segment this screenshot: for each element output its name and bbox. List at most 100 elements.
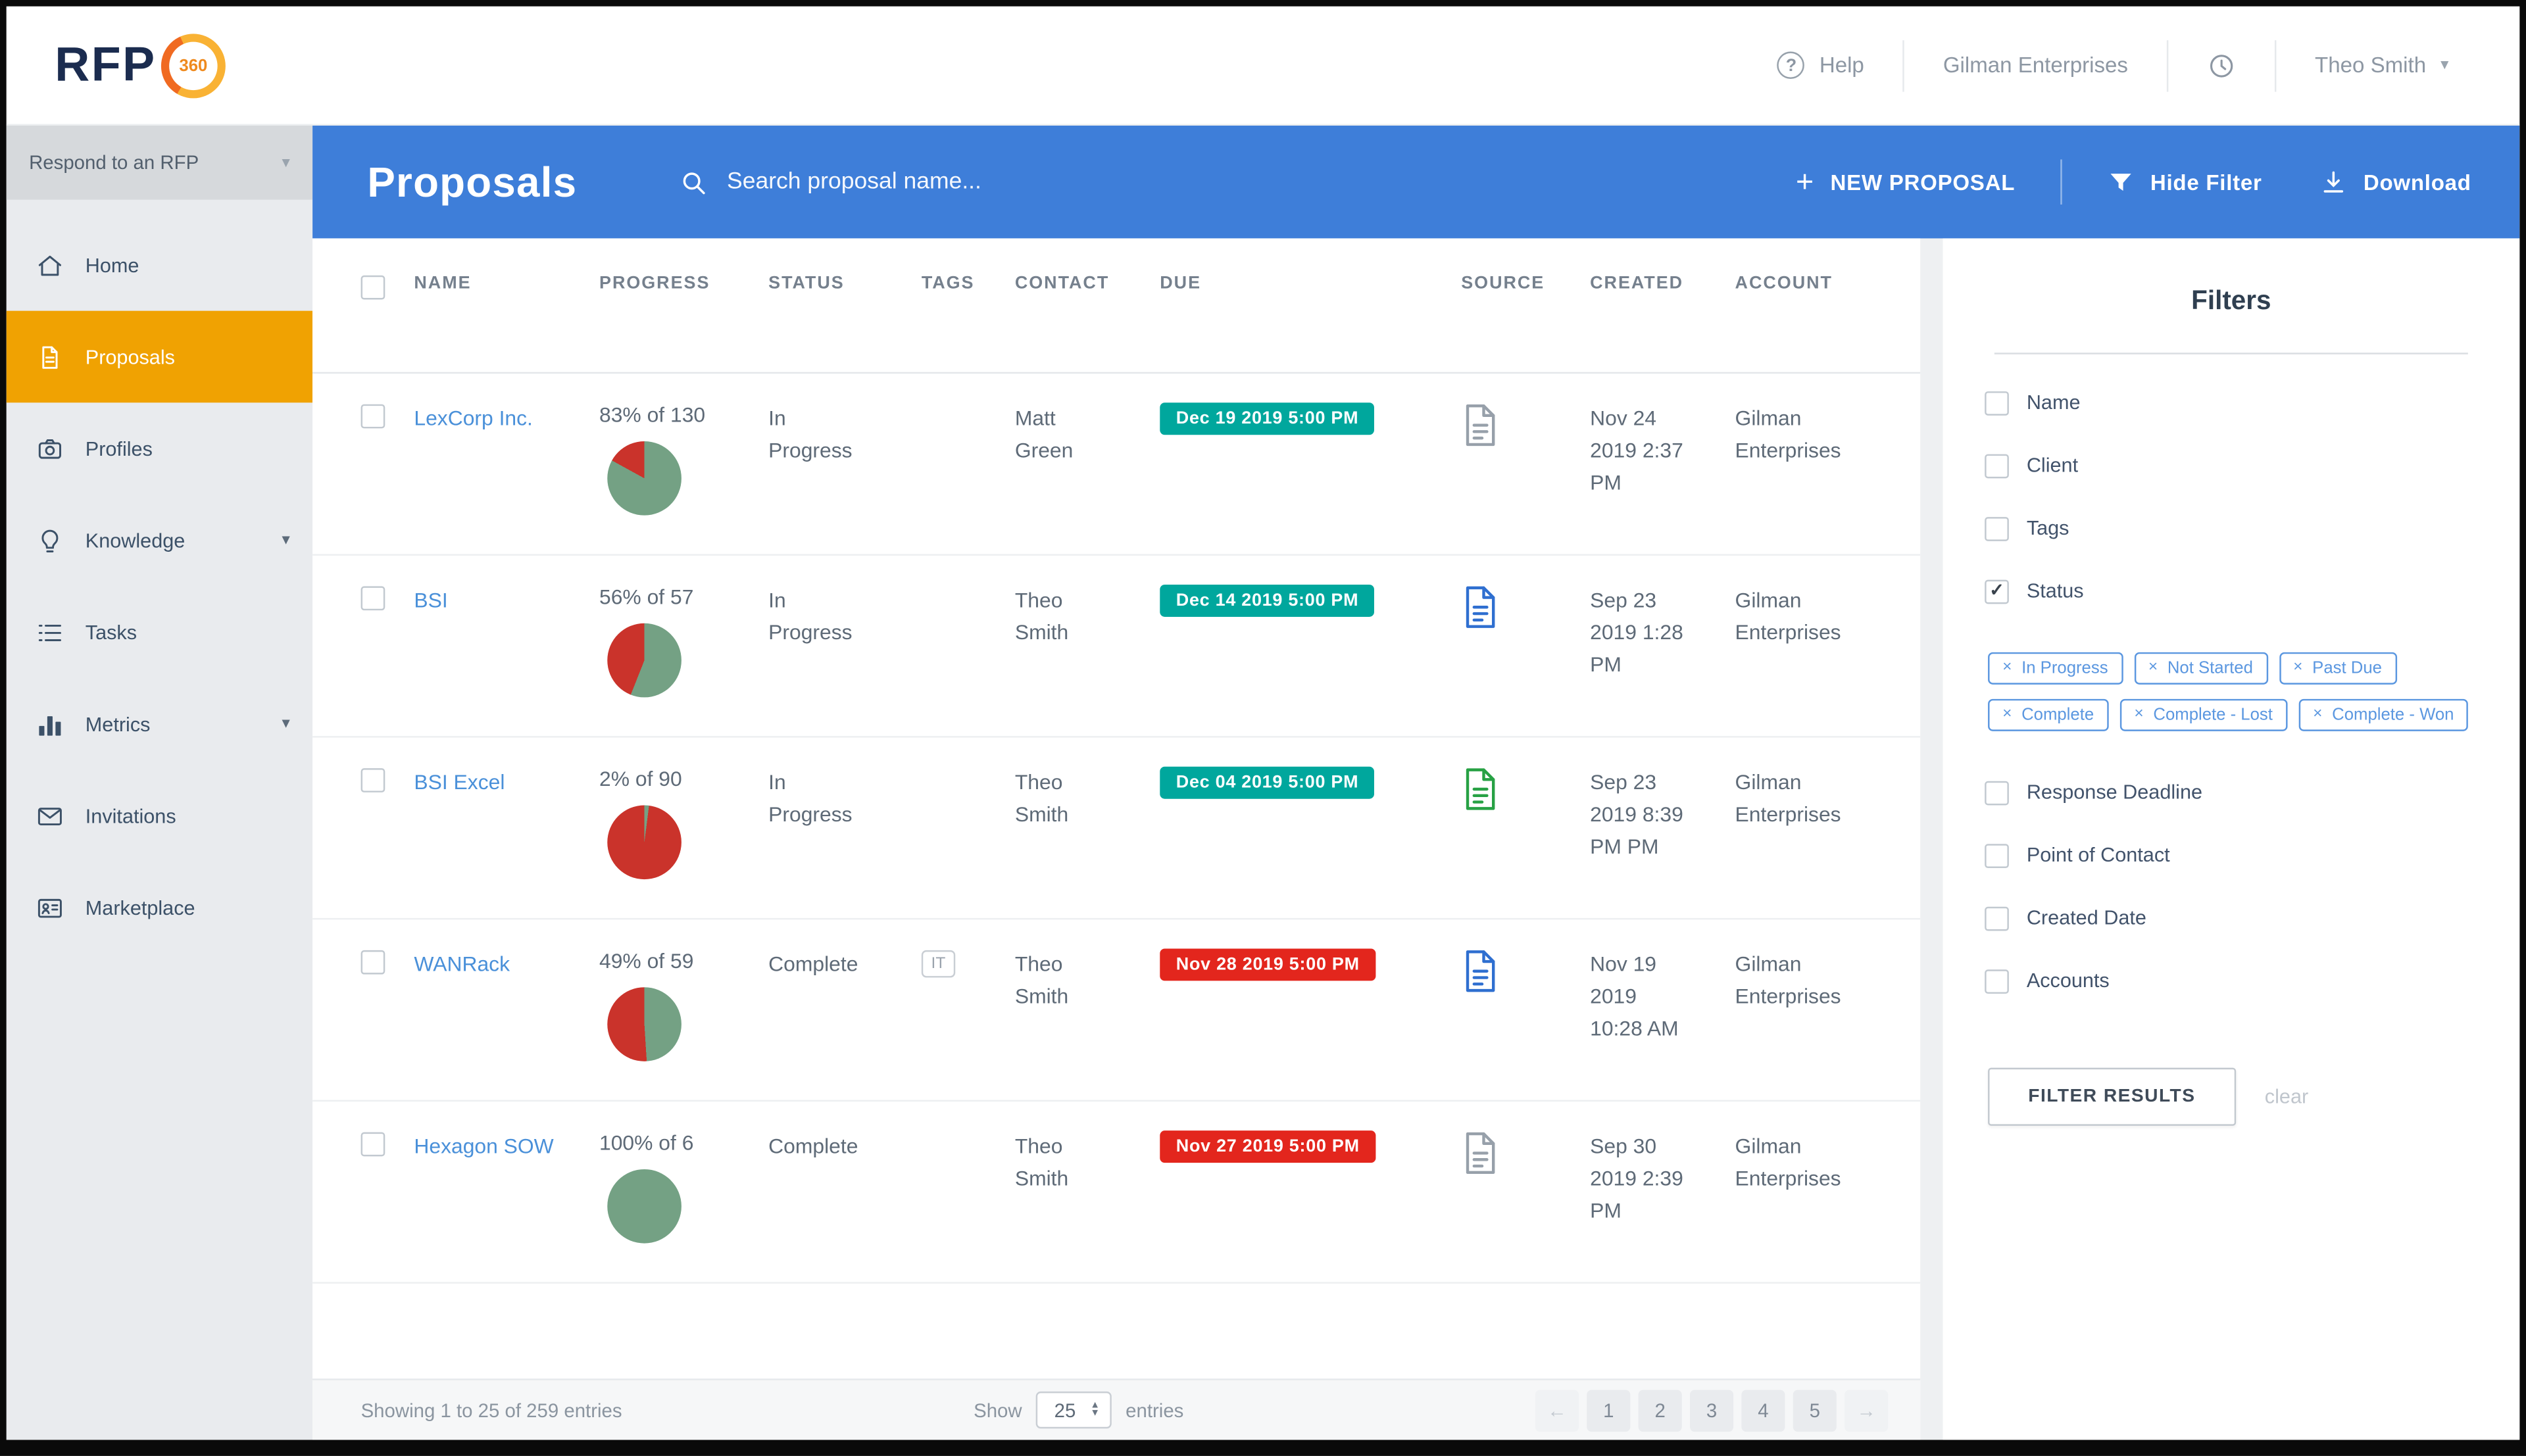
column-header-name: NAME [414, 274, 472, 293]
tag-chip[interactable]: IT [921, 950, 955, 978]
sidebar-item-home[interactable]: Home [7, 219, 312, 311]
respond-to-rfp-dropdown[interactable]: Respond to an RFP ▾ [6, 126, 313, 200]
remove-icon[interactable]: × [2002, 658, 2012, 677]
arrow-right-icon: → [1856, 1398, 1876, 1422]
filter-label: Tags [2026, 517, 2069, 540]
checkbox[interactable]: ✓ [1985, 517, 2009, 541]
status-chip-complete[interactable]: × Complete [1988, 698, 2109, 731]
remove-icon[interactable]: × [2002, 705, 2012, 723]
hide-filter-button[interactable]: Hide Filter [2107, 168, 2262, 196]
checkbox[interactable]: ✓ [1985, 906, 2009, 931]
checkbox[interactable]: ✓ [1985, 844, 2009, 869]
help-label: Help [1819, 53, 1864, 78]
sidebar-item-label: Metrics [85, 712, 151, 735]
chip-label: Not Started [2167, 658, 2253, 679]
remove-icon[interactable]: × [2134, 705, 2144, 723]
column-header-contact: CONTACT [1014, 274, 1110, 293]
filters-panel: Filters ✓ Name ✓ Client ✓ Ta [1943, 238, 2520, 1440]
page-size-select[interactable]: 25 ▲ ▼ [1036, 1391, 1112, 1429]
checkbox[interactable]: ✓ [1985, 781, 2009, 806]
proposal-name-link[interactable]: Hexagon SOW [414, 1134, 554, 1158]
sidebar-item-label: Home [85, 253, 139, 277]
checkbox[interactable]: ✓ [1985, 579, 2009, 604]
account-name: Gilman Enterprises [1735, 587, 1841, 644]
page-button[interactable]: 3 [1689, 1389, 1734, 1431]
recent-activity-button[interactable] [2168, 33, 2275, 97]
sidebar-item-metrics[interactable]: Metrics ▾ [7, 678, 312, 770]
new-proposal-button[interactable]: + NEW PROPOSAL [1796, 166, 2015, 197]
status-chip-in-progress[interactable]: × In Progress [1988, 652, 2123, 685]
status-text: In Progress [768, 769, 853, 827]
user-menu[interactable]: Theo Smith ▾ [2276, 33, 2487, 97]
filter-checkbox-status[interactable]: ✓ Status [1985, 578, 2477, 604]
filter-checkbox-tags[interactable]: ✓ Tags [1985, 516, 2477, 541]
sidebar-item-invitations[interactable]: Invitations [7, 770, 312, 862]
next-page-button[interactable]: → [1845, 1389, 1889, 1431]
page-button[interactable]: 2 [1638, 1389, 1682, 1431]
sidebar-item-proposals[interactable]: Proposals [6, 310, 313, 403]
contact-name: Theo Smith [1014, 587, 1069, 644]
progress-label: 49% of 59 [599, 948, 694, 973]
row-checkbox[interactable]: ✓ [360, 404, 385, 429]
row-checkbox[interactable]: ✓ [360, 586, 385, 611]
remove-icon[interactable]: × [2293, 658, 2303, 677]
due-date-badge: Nov 28 2019 5:00 PM [1160, 948, 1376, 981]
checkbox[interactable]: ✓ [1985, 454, 2009, 479]
download-button[interactable]: Download [2320, 168, 2471, 196]
filter-checkbox-response-deadline[interactable]: ✓ Response Deadline [1985, 779, 2477, 806]
chip-label: Complete [2021, 705, 2094, 725]
filter-label: Accounts [2026, 969, 2110, 992]
column-header-progress: PROGRESS [599, 274, 710, 293]
sidebar-item-profiles[interactable]: Profiles [7, 402, 312, 495]
divider [2274, 39, 2277, 91]
filter-checkbox-client[interactable]: ✓ Client [1985, 452, 2477, 479]
sidebar-nav: Home Proposals Profiles Knowledge ▾ [6, 200, 313, 954]
sidebar-item-tasks[interactable]: Tasks [7, 586, 312, 678]
proposal-name-link[interactable]: WANRack [414, 952, 510, 977]
contact-name: Theo Smith [1014, 1134, 1069, 1191]
status-text: Complete [768, 952, 858, 977]
contact-name: Theo Smith [1014, 952, 1069, 1009]
checkbox[interactable]: ✓ [1985, 391, 2009, 416]
status-chip-complete-won[interactable]: × Complete - Won [2298, 698, 2469, 731]
status-chip-past-due[interactable]: × Past Due [2279, 652, 2397, 685]
pagination: ← 1 2 3 4 5 → [1535, 1389, 1889, 1431]
chip-label: In Progress [2021, 658, 2108, 679]
status-chip-complete-lost[interactable]: × Complete - Lost [2119, 698, 2287, 731]
proposal-name-link[interactable]: BSI [414, 587, 448, 612]
row-checkbox[interactable]: ✓ [360, 768, 385, 792]
page-button[interactable]: 4 [1741, 1389, 1785, 1431]
search-input[interactable] [727, 169, 1275, 195]
filter-checkbox-point-of-contact[interactable]: ✓ Point of Contact [1985, 842, 2477, 869]
hide-filter-label: Hide Filter [2150, 170, 2262, 195]
filter-results-button[interactable]: FILTER RESULTS [1988, 1067, 2236, 1126]
select-all-checkbox[interactable]: ✓ [360, 275, 385, 300]
filter-checkbox-accounts[interactable]: ✓ Accounts [1985, 968, 2477, 994]
previous-page-button[interactable]: ← [1535, 1389, 1579, 1431]
sidebar-item-marketplace[interactable]: Marketplace [7, 861, 312, 954]
table-row: ✓ Hexagon SOW 100% of 6 Complete Theo Sm… [312, 1102, 1921, 1284]
divider [2060, 159, 2062, 205]
organization-menu[interactable]: Gilman Enterprises [1904, 33, 2167, 97]
proposal-name-link[interactable]: LexCorp Inc. [414, 406, 533, 430]
sidebar-item-knowledge[interactable]: Knowledge ▾ [7, 495, 312, 587]
checkbox[interactable]: ✓ [1985, 969, 2009, 994]
rfp360-logo[interactable]: RFP 360 [55, 33, 226, 98]
row-checkbox[interactable]: ✓ [360, 1132, 385, 1157]
table-footer: Showing 1 to 25 of 259 entries Show 25 ▲… [312, 1378, 1921, 1440]
help-menu[interactable]: ? Help [1739, 33, 1902, 97]
progress-label: 2% of 90 [599, 766, 682, 791]
proposal-name-link[interactable]: BSI Excel [414, 769, 505, 794]
row-checkbox[interactable]: ✓ [360, 950, 385, 975]
filter-checkbox-created-date[interactable]: ✓ Created Date [1985, 905, 2477, 931]
page-button[interactable]: 1 [1587, 1389, 1631, 1431]
remove-icon[interactable]: × [2313, 705, 2323, 723]
filter-funnel-icon [2110, 172, 2131, 190]
filter-label: Name [2026, 391, 2081, 414]
status-chip-not-started[interactable]: × Not Started [2133, 652, 2267, 685]
clear-filters-link[interactable]: clear [2264, 1085, 2309, 1108]
filter-label: Client [2026, 454, 2079, 477]
filter-checkbox-name[interactable]: ✓ Name [1985, 390, 2477, 416]
page-button[interactable]: 5 [1793, 1389, 1837, 1431]
remove-icon[interactable]: × [2148, 658, 2158, 677]
